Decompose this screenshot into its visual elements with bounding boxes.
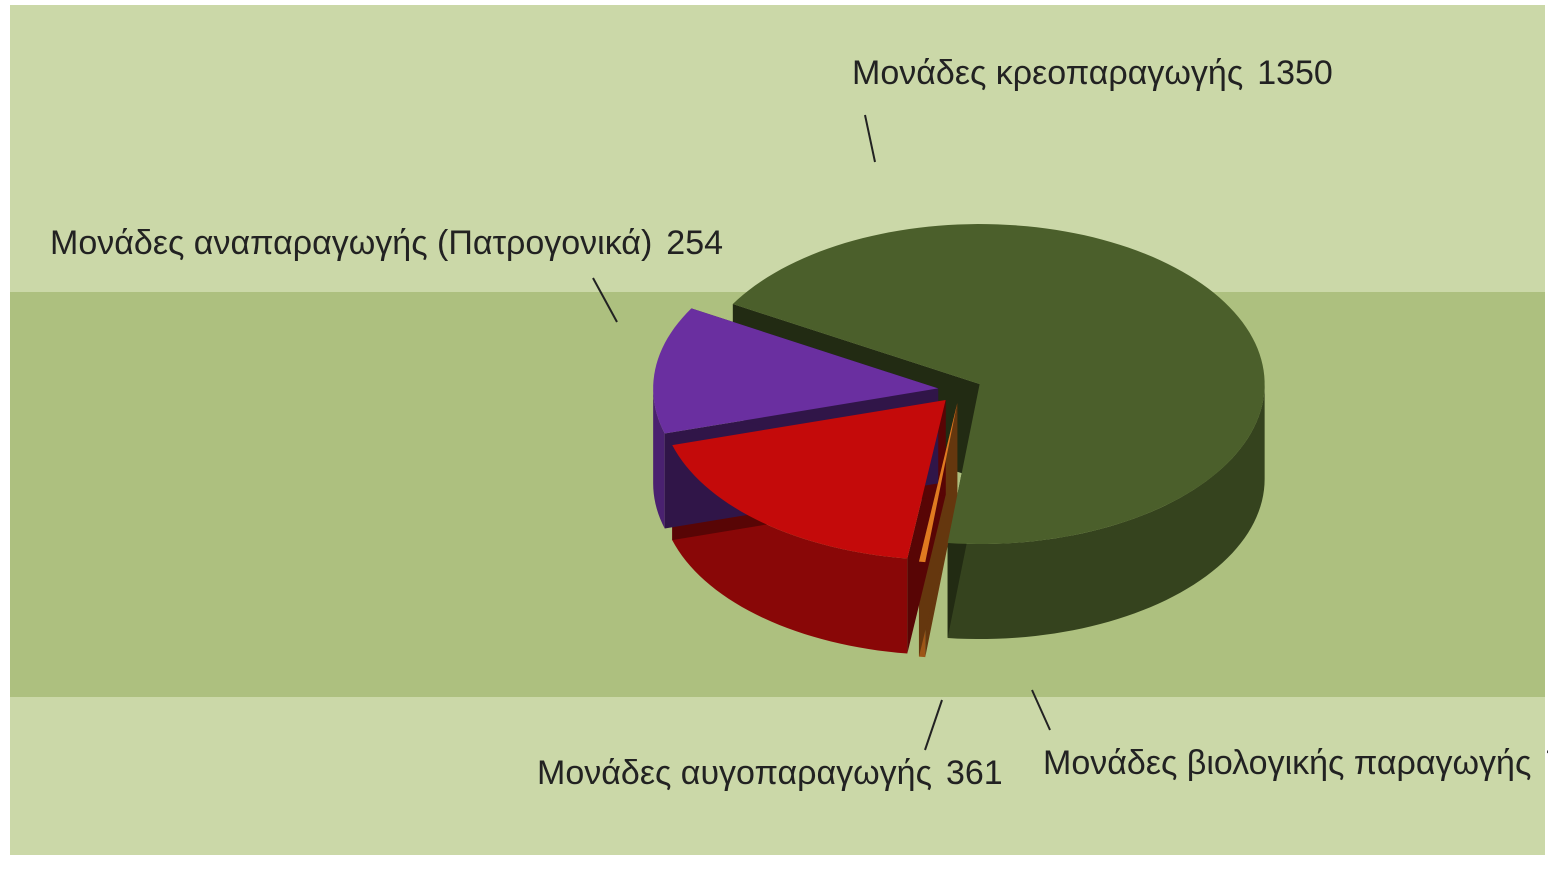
leader-line [924,699,943,751]
leader-line [1031,689,1051,731]
slice-side [947,384,1265,640]
slice-label: Μονάδες κρεοπαραγωγής 1350 [852,54,1333,92]
label-value: 1350 [1257,54,1333,92]
label-value: 254 [666,224,723,262]
slice [653,308,939,434]
slice-side [672,445,908,654]
slice-label: Μονάδες βιολογικής παραγωγής 7 [1043,744,1548,782]
label-name: Μονάδες αυγοπαραγωγής [537,754,932,792]
slice-side [653,388,665,529]
slice-cut [918,403,958,657]
slice-label: Μονάδες αναπαραγωγής (Πατρογονικά) 254 [50,224,723,262]
label-name: Μονάδες κρεοπαραγωγής [852,54,1243,92]
leader-line [864,114,876,163]
pie [653,224,1265,658]
leader-line [592,277,618,323]
band-bottom [10,697,1545,855]
slice [672,400,946,559]
slice [918,403,958,563]
slice-label: Μονάδες αυγοπαραγωγής 361 [537,754,1003,792]
label-value: 7 [1545,744,1548,782]
label-name: Μονάδες βιολογικής παραγωγής [1043,744,1531,782]
slice [732,224,1265,545]
label-value: 361 [946,754,1003,792]
labels: Μονάδες κρεοπαραγωγής 1350 Μονάδες βιολογι… [50,54,1548,792]
band-top [10,5,1545,292]
label-name: Μονάδες αναπαραγωγής (Πατρογονικά) [50,224,652,262]
